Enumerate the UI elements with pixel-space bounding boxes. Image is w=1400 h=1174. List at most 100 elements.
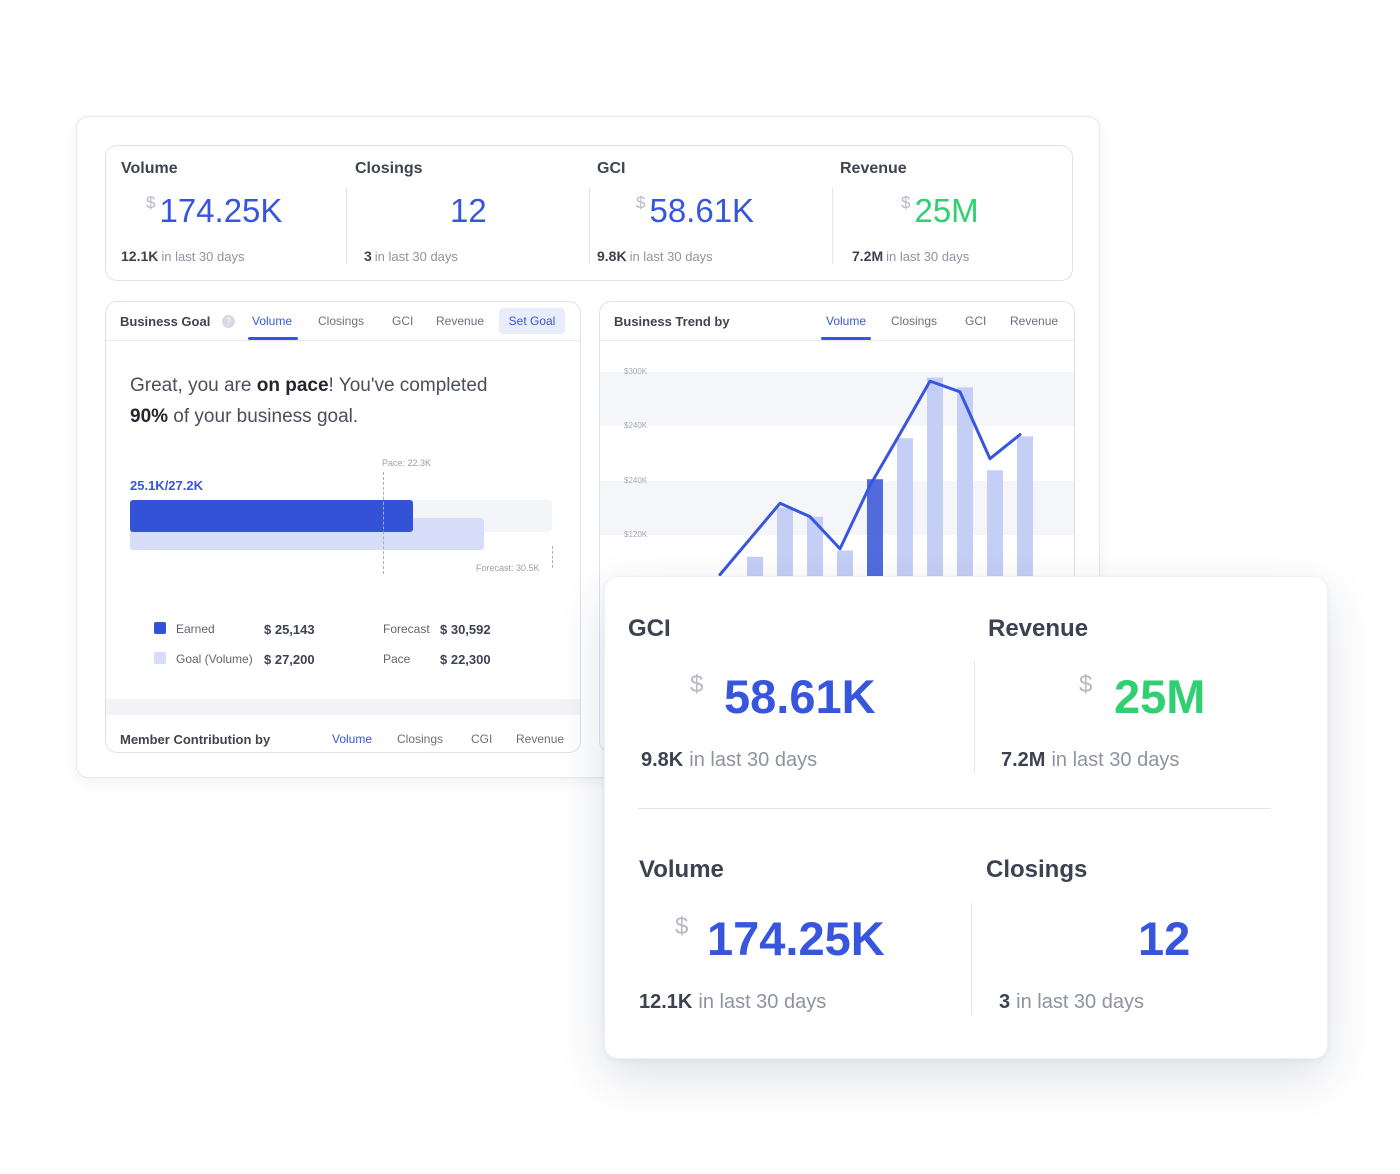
currency-symbol: $ [1079,671,1093,698]
stat-sub-value: 7.2M [852,248,884,264]
y-tick-label: $300K [624,367,648,376]
stat-sub: 3 in last 30 days [364,248,458,264]
legend-swatch-goal [154,652,166,664]
currency-symbol: $ [901,193,911,212]
stat-value: 12 [450,192,487,229]
kpi-title-volume: Volume [639,856,724,883]
kpi-sub-value: 7.2M [1001,749,1046,771]
kpi-sub-value: 12.1K [639,991,693,1013]
tab-closings[interactable]: Closings [397,732,444,746]
tab-volume[interactable]: Volume [332,732,373,746]
stat-value: $25M [901,192,979,230]
stat-sub-label: in last 30 days [629,249,713,264]
stat-sub-value: 9.8K [597,248,627,264]
stat-sub-label: in last 30 days [161,249,245,264]
kpi-sub-gci: 9.8K in last 30 days [641,749,817,772]
tab-volume[interactable]: Volume [252,314,293,328]
kpi-sub-volume: 12.1K in last 30 days [639,991,826,1014]
stat-number: 25M [914,192,979,229]
tab-gci[interactable]: GCI [392,314,414,328]
grid-band [600,372,1074,426]
message-text: of your business goal. [168,406,359,427]
divider [589,188,590,264]
kpi-title-revenue: Revenue [988,615,1089,642]
stat-sub-value: 12.1K [121,248,159,264]
message-percent: 90% [130,406,169,427]
kpi-sub-label: in last 30 days [689,749,818,771]
pace-marker [383,472,384,574]
divider [638,808,1271,809]
divider [346,188,347,264]
message-text: Great, you are [130,375,257,396]
active-tab-indicator [248,337,298,340]
stat-sub: 12.1K in last 30 days [121,248,244,264]
dashboard-panel: Volume $174.25K 12.1K in last 30 days Clo… [76,116,1100,778]
earned-bar [130,500,413,532]
stat-sub-value: 3 [364,248,372,264]
stat-revenue[interactable]: Revenue $25M 7.2M in last 30 days [825,146,1071,280]
tab-gci[interactable]: GCI [965,314,987,328]
progress-fraction: 25.1K/27.2K [130,478,203,493]
legend-value: $ 25,143 [264,622,315,637]
kpi-sub-label: in last 30 days [1051,749,1180,771]
section-divider [106,699,580,715]
kpi-title-gci: GCI [628,615,671,642]
legend-swatch-earned [154,622,166,634]
stat-value: $174.25K [146,192,282,230]
kpi-sub-value: 9.8K [641,749,684,771]
tab-revenue[interactable]: Revenue [1010,314,1059,328]
kpi-title-closings: Closings [986,856,1088,883]
stat-number: 58.61K [649,192,755,229]
kpi-value-gci: 58.61K [724,670,876,723]
legend-value: $ 30,592 [440,622,491,637]
stat-title: GCI [597,160,626,177]
tab-volume[interactable]: Volume [826,314,867,328]
card-title: Business Goal [120,314,211,329]
message-text: ! You've completed [328,375,488,396]
forecast-label: Forecast: 30.5K [476,563,540,573]
stat-volume[interactable]: Volume $174.25K 12.1K in last 30 days [106,146,346,280]
stat-sub: 9.8K in last 30 days [597,248,713,264]
help-icon[interactable]: ? [222,315,235,328]
kpi-sub-closings: 3 in last 30 days [999,991,1144,1014]
stat-closings[interactable]: Closings 12 3 in last 30 days [340,146,582,280]
legend-value: $ 22,300 [440,652,491,667]
legend-label: Earned [176,622,215,636]
stat-value: $58.61K [636,192,754,230]
currency-symbol: $ [675,913,689,940]
pace-label: Pace: 22.3K [382,458,432,468]
business-goal-card: Business Goal ? Volume Closings GCI Reve… [105,301,581,753]
kpi-value-volume: 174.25K [707,912,885,965]
stat-title: Closings [355,160,423,177]
tab-cgi[interactable]: CGI [471,732,493,746]
kpi-sub-label: in last 30 days [698,991,827,1013]
currency-symbol: $ [690,671,704,698]
tab-revenue[interactable]: Revenue [436,314,485,328]
pace-message: Great, you are on pace! You've completed… [130,370,530,432]
divider [974,661,975,773]
legend-label: Goal (Volume) [176,652,253,666]
stat-number: 174.25K [159,192,283,229]
divider [971,903,972,1015]
stat-title: Volume [121,160,178,177]
tab-revenue[interactable]: Revenue [516,732,565,746]
kpi-overlay-card: GCI $ 58.61K 9.8K in last 30 days Revenue… [604,576,1328,1059]
card-header: Business Trend by Volume Closings GCI Re… [600,302,1074,341]
legend-value: $ 27,200 [264,652,315,667]
stat-gci[interactable]: GCI $58.61K 9.8K in last 30 days [582,146,824,280]
stat-sub-label: in last 30 days [886,249,970,264]
legend-label: Forecast [383,622,430,636]
kpi-value-closings: 12 [1138,912,1191,965]
card-title: Business Trend by [614,314,730,329]
y-tick-label: $240K [624,421,648,430]
stat-sub-label: in last 30 days [374,249,458,264]
tab-closings[interactable]: Closings [318,314,365,328]
y-tick-label: $120K [624,530,648,539]
kpi-sub-value: 3 [999,991,1011,1013]
y-tick-label: $240K [624,476,648,485]
kpi-value-revenue: 25M [1114,670,1206,723]
set-goal-button[interactable]: Set Goal [499,308,565,334]
active-tab-indicator [821,337,871,340]
card-header: Business Goal ? Volume Closings GCI Reve… [106,302,580,341]
tab-closings[interactable]: Closings [891,314,938,328]
